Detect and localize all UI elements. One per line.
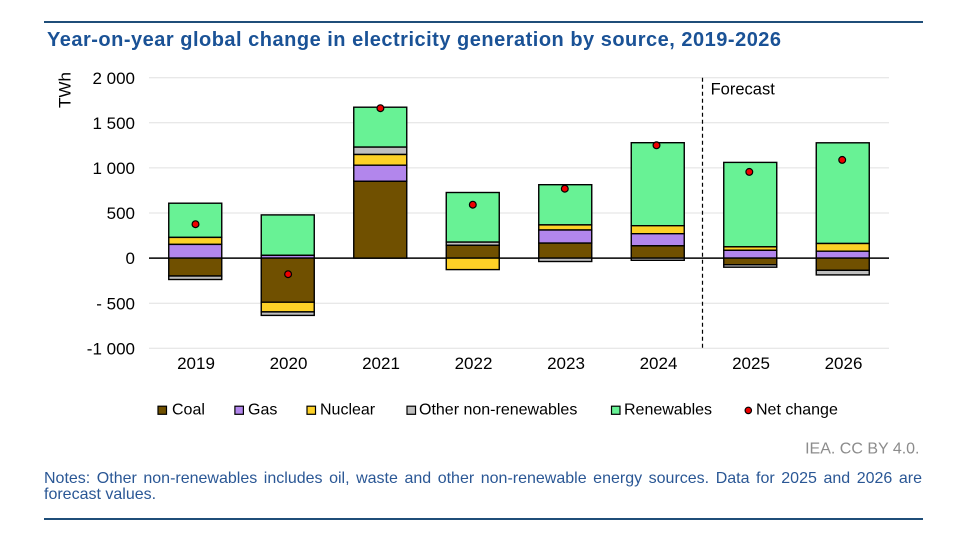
svg-text:1 500: 1 500 — [92, 114, 135, 133]
svg-text:2023: 2023 — [547, 354, 585, 373]
svg-text:1 000: 1 000 — [92, 159, 135, 178]
svg-text:2 000: 2 000 — [92, 69, 135, 88]
svg-text:Coal: Coal — [172, 401, 205, 418]
svg-text:0: 0 — [126, 249, 135, 268]
svg-text:2022: 2022 — [455, 354, 493, 373]
svg-text:2024: 2024 — [640, 354, 678, 373]
svg-text:2019: 2019 — [177, 354, 215, 373]
svg-text:Net change: Net change — [756, 401, 838, 418]
svg-text:Forecast: Forecast — [711, 81, 776, 99]
svg-text:-1 000: -1 000 — [87, 339, 135, 358]
svg-text:Renewables: Renewables — [624, 401, 712, 418]
svg-text:2021: 2021 — [362, 354, 400, 373]
svg-text:Nuclear: Nuclear — [320, 401, 376, 418]
svg-text:Gas: Gas — [248, 401, 277, 418]
svg-text:2026: 2026 — [825, 354, 863, 373]
svg-text:- 500: - 500 — [96, 294, 135, 313]
svg-text:500: 500 — [107, 204, 135, 223]
svg-text:IEA. CC BY 4.0.: IEA. CC BY 4.0. — [805, 441, 919, 458]
svg-text:2025: 2025 — [732, 354, 770, 373]
svg-text:2020: 2020 — [270, 354, 308, 373]
svg-text:TWh: TWh — [56, 72, 75, 108]
svg-text:Other non-renewables: Other non-renewables — [419, 401, 577, 418]
